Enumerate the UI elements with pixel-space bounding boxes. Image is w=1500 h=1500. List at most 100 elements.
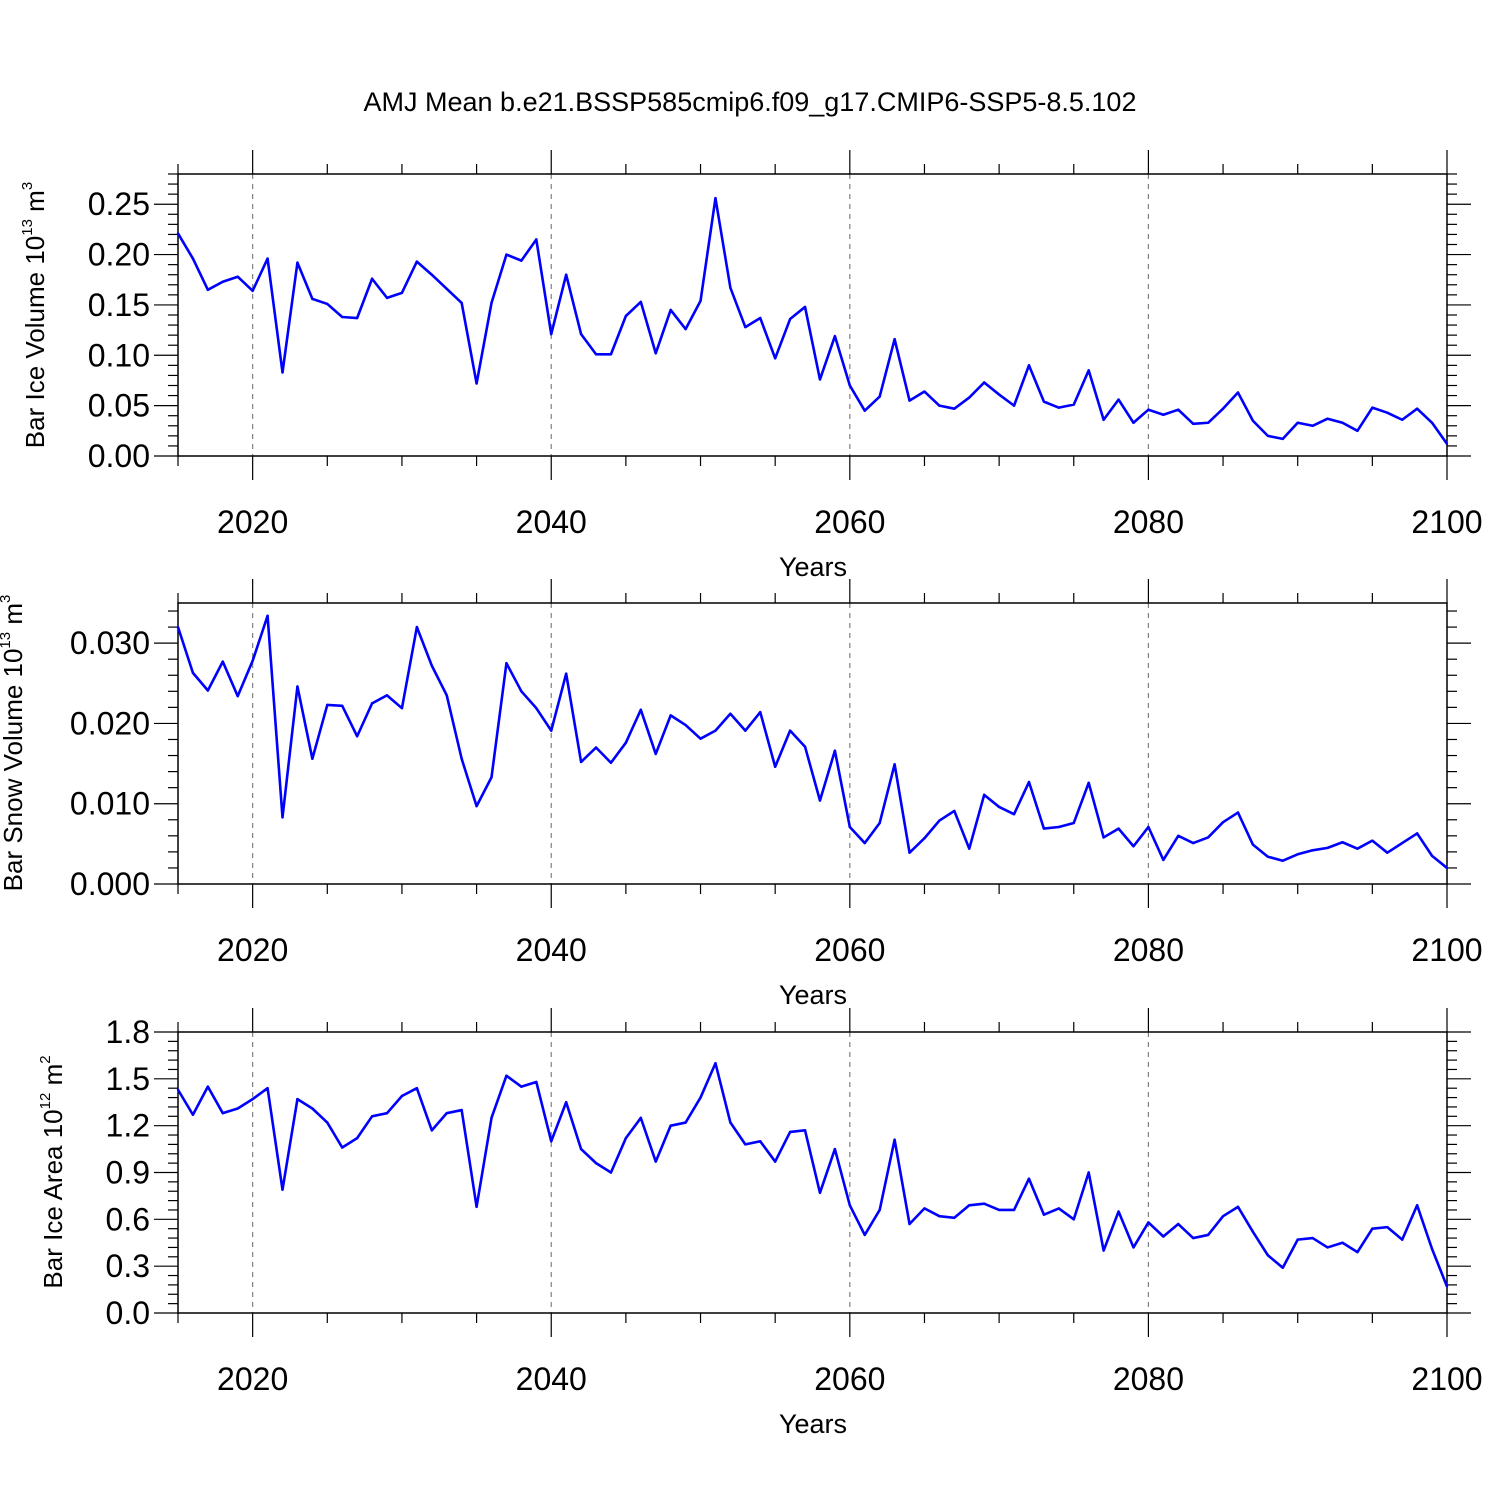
data-point xyxy=(490,1116,493,1120)
data-point xyxy=(1341,1241,1344,1244)
data-point xyxy=(1401,1238,1404,1241)
data-point xyxy=(236,1107,239,1110)
data-point xyxy=(326,1121,329,1124)
data-point xyxy=(355,1136,359,1140)
data-point xyxy=(1072,1218,1075,1221)
data-point xyxy=(594,1161,598,1165)
data-point xyxy=(833,334,837,338)
data-point xyxy=(714,196,717,200)
y-tick-label: 0.010 xyxy=(70,786,150,822)
data-point xyxy=(1371,839,1374,842)
x-tick-label: 2020 xyxy=(217,1361,288,1397)
data-point xyxy=(1341,421,1344,424)
data-point xyxy=(908,851,911,854)
data-point xyxy=(475,804,478,808)
data-point xyxy=(251,1097,254,1101)
data-point xyxy=(326,302,329,306)
data-point xyxy=(1266,434,1270,438)
data-point xyxy=(938,819,941,822)
data-point xyxy=(923,1207,926,1210)
y-tick-label: 0.9 xyxy=(106,1155,150,1191)
panels: 0.00 0.05 0.10 0.15 0.20 0.25 2020 2040 2060 2080… xyxy=(0,150,1483,1439)
data-point xyxy=(1162,413,1165,416)
y-axis-label-superscript: 12 xyxy=(37,1093,54,1110)
data-point xyxy=(311,1107,314,1110)
y-tick-label: 0.000 xyxy=(70,866,150,902)
data-point xyxy=(938,404,941,407)
y-axis-label-part: Bar Ice Area 10 xyxy=(38,1109,68,1288)
data-point xyxy=(1251,419,1255,422)
data-point xyxy=(564,1101,568,1104)
data-point xyxy=(176,625,180,629)
data-point xyxy=(535,238,538,241)
data-point xyxy=(281,816,284,819)
data-point xyxy=(818,1191,822,1194)
data-point xyxy=(639,300,643,304)
data-point xyxy=(1356,429,1359,433)
data-point xyxy=(788,317,792,321)
data-point xyxy=(699,737,702,740)
x-tick-label: 2100 xyxy=(1411,504,1482,540)
data-point xyxy=(788,729,792,732)
data-point xyxy=(1117,398,1120,401)
data-line-series-1 xyxy=(176,1061,1449,1287)
data-point xyxy=(415,260,419,263)
data-point xyxy=(1251,1230,1255,1234)
data-point xyxy=(893,763,896,766)
data-point xyxy=(385,694,389,697)
data-point xyxy=(1371,406,1374,409)
x-tick-label: 2040 xyxy=(516,1361,587,1397)
x-tick-label: 2080 xyxy=(1113,932,1184,968)
data-point xyxy=(684,327,687,331)
data-point xyxy=(833,1147,837,1151)
data-point xyxy=(953,809,956,813)
y-tick-label: 0.6 xyxy=(106,1201,150,1237)
data-point xyxy=(460,301,463,305)
y-axis-label-superscript: 13 xyxy=(19,219,36,236)
data-point xyxy=(296,261,299,264)
data-point xyxy=(191,257,195,260)
data-point xyxy=(1177,1222,1180,1226)
data-line-series-1 xyxy=(176,196,1449,445)
data-point xyxy=(415,1087,419,1090)
data-point xyxy=(236,694,239,698)
data-point xyxy=(684,1121,687,1124)
data-point xyxy=(1356,847,1359,850)
data-point xyxy=(729,1121,732,1124)
data-point xyxy=(938,1215,941,1218)
y-axis-label-part: m xyxy=(38,1064,68,1093)
y-tick-label: 0.00 xyxy=(88,438,150,474)
data-point xyxy=(1102,1249,1105,1252)
data-point xyxy=(1117,1210,1120,1213)
data-point xyxy=(1221,820,1225,824)
data-point xyxy=(848,384,852,387)
data-point xyxy=(624,314,628,318)
y-tick-label: 0.25 xyxy=(88,186,150,222)
data-point xyxy=(878,395,881,398)
y-axis-label-superscript: 3 xyxy=(0,595,14,603)
data-point xyxy=(1386,851,1389,854)
data-point xyxy=(624,1136,628,1140)
data-point xyxy=(1341,841,1344,844)
data-point xyxy=(490,776,493,779)
data-point xyxy=(326,703,329,707)
data-point xyxy=(1102,836,1105,839)
data-point xyxy=(520,1085,523,1088)
data-point xyxy=(714,729,717,732)
panel-2: 0.000 0.010 0.020 0.030 2020 2040 2060 2080 2100… xyxy=(0,579,1483,1010)
data-point xyxy=(594,746,598,749)
data-point xyxy=(1042,827,1046,830)
data-point xyxy=(385,296,389,300)
data-point xyxy=(1057,1207,1061,1210)
data-point xyxy=(818,378,822,381)
plot-frame xyxy=(177,602,1448,885)
data-point xyxy=(1087,781,1090,785)
y-tick-label: 0.030 xyxy=(70,625,150,661)
data-point xyxy=(1281,437,1284,441)
y-tick-label: 1.2 xyxy=(106,1108,150,1144)
data-point xyxy=(699,1096,702,1099)
data-point xyxy=(550,332,553,336)
data-point xyxy=(281,1188,284,1191)
data-point xyxy=(1057,825,1061,829)
data-point xyxy=(370,277,374,280)
